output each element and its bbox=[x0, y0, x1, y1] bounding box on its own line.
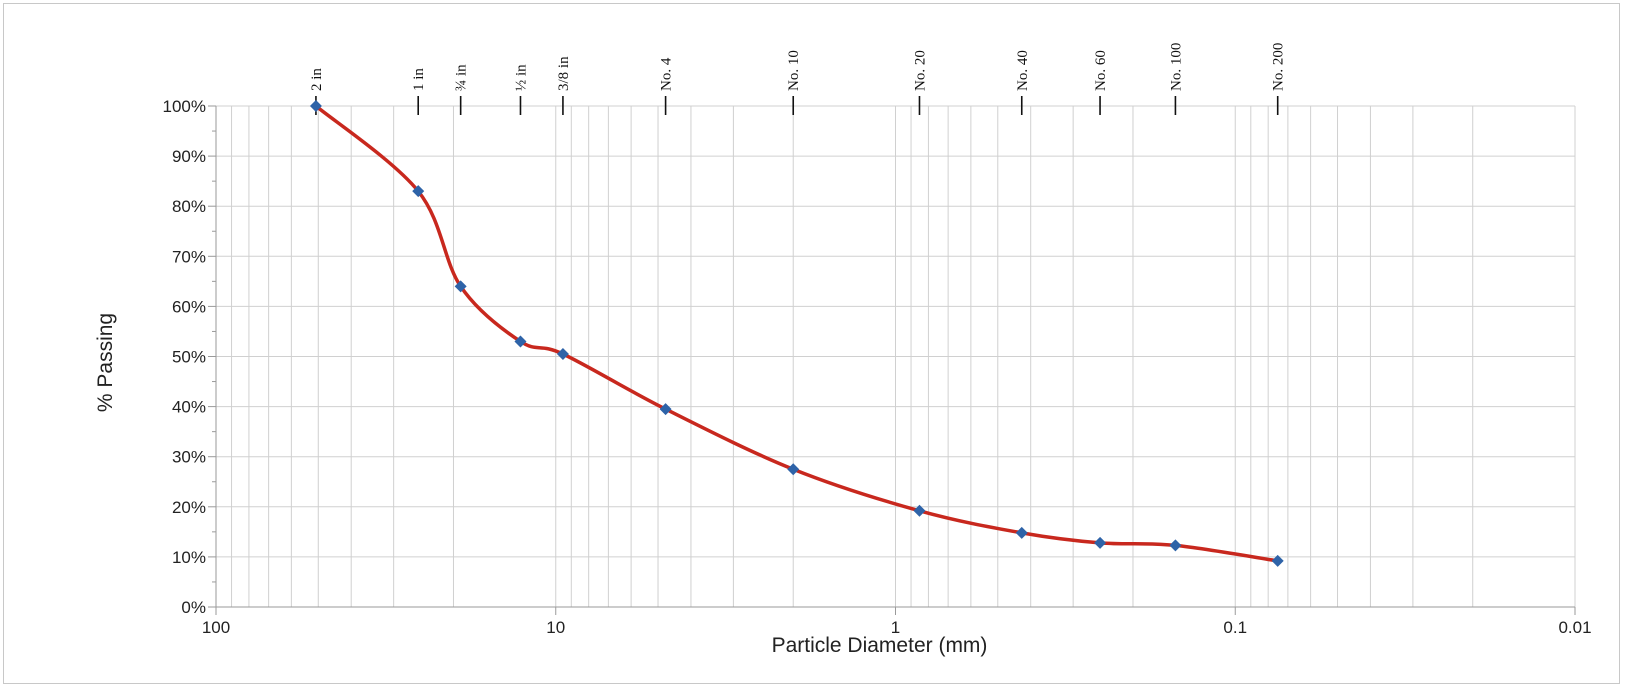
sieve-label: No. 200 bbox=[1271, 43, 1287, 91]
x-axis-title: Particle Diameter (mm) bbox=[772, 634, 988, 657]
y-tick-label: 40% bbox=[172, 398, 206, 417]
data-point bbox=[1015, 526, 1028, 539]
series bbox=[309, 100, 1284, 567]
data-point bbox=[1271, 554, 1284, 567]
y-tick-label: 80% bbox=[172, 197, 206, 216]
axes: 100 10 1 0.1 0.01 0% 10% 20% 30% 40% 50% 60% 70% 80% 9… bbox=[163, 97, 1592, 637]
x-tick-label: 1 bbox=[891, 618, 900, 637]
data-point bbox=[913, 504, 926, 517]
sieve-label: 3/8 in bbox=[556, 56, 572, 91]
sieve-labels: 2 in 1 in ¾ in ½ in 3/8 in No. 4 No. 10 No. 20 N… bbox=[309, 43, 1287, 115]
data-point bbox=[309, 100, 322, 112]
sieve-label: No. 60 bbox=[1093, 50, 1109, 91]
y-tick-label: 30% bbox=[172, 448, 206, 467]
y-tick-label: 100% bbox=[163, 97, 206, 116]
grid bbox=[215, 105, 1576, 608]
y-tick-label: 0% bbox=[181, 598, 206, 617]
data-point bbox=[1169, 539, 1182, 552]
data-point bbox=[514, 335, 527, 348]
x-tick-label: 100 bbox=[202, 618, 230, 637]
sieve-label: No. 20 bbox=[912, 50, 928, 91]
sieve-label: No. 100 bbox=[1168, 43, 1184, 91]
y-axis-title: % Passing bbox=[94, 313, 117, 412]
sieve-label: ¾ in bbox=[454, 64, 470, 91]
data-point bbox=[454, 280, 467, 293]
data-point bbox=[787, 463, 800, 476]
sieve-label: ½ in bbox=[513, 64, 529, 91]
y-tick-label: 20% bbox=[172, 498, 206, 517]
sieve-label: 2 in bbox=[309, 68, 325, 91]
y-tick-label: 90% bbox=[172, 147, 206, 166]
sieve-label: 1 in bbox=[411, 68, 427, 91]
x-tick-label: 10 bbox=[546, 618, 565, 637]
sieve-label: No. 10 bbox=[786, 50, 802, 91]
x-tick-label: 0.1 bbox=[1223, 618, 1247, 637]
y-tick-label: 50% bbox=[172, 348, 206, 367]
data-point bbox=[412, 185, 425, 198]
data-point bbox=[556, 347, 569, 360]
sieve-label: No. 40 bbox=[1015, 50, 1031, 91]
data-point bbox=[659, 403, 672, 416]
chart-frame bbox=[3, 3, 1620, 684]
y-tick-label: 60% bbox=[172, 297, 206, 316]
y-tick-label: 70% bbox=[172, 247, 206, 266]
y-tick-label: 10% bbox=[172, 548, 206, 567]
x-tick-label: 0.01 bbox=[1558, 618, 1591, 637]
sieve-label: No. 4 bbox=[659, 57, 675, 91]
data-point bbox=[1094, 536, 1107, 549]
